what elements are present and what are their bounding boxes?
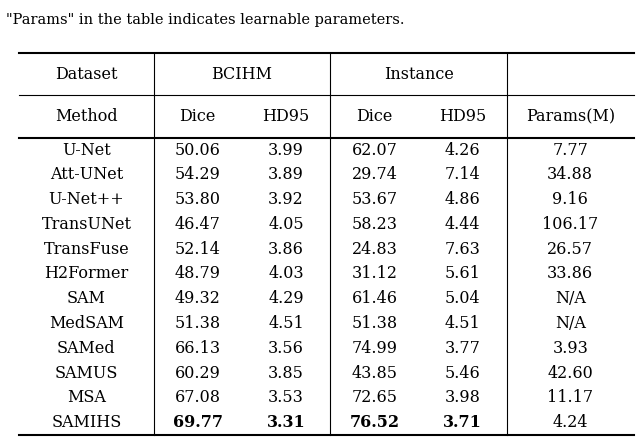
Text: Att-UNet: Att-UNet: [50, 166, 123, 183]
Text: Dice: Dice: [180, 108, 216, 125]
Text: Method: Method: [55, 108, 118, 125]
Text: 4.51: 4.51: [268, 315, 304, 332]
Text: "Params" in the table indicates learnable parameters.: "Params" in the table indicates learnabl…: [6, 13, 405, 28]
Text: TransFuse: TransFuse: [44, 241, 129, 258]
Text: 29.74: 29.74: [351, 166, 397, 183]
Text: 3.99: 3.99: [268, 142, 304, 159]
Text: 7.77: 7.77: [552, 142, 588, 159]
Text: N/A: N/A: [555, 315, 586, 332]
Text: 11.17: 11.17: [547, 389, 593, 406]
Text: 7.14: 7.14: [445, 166, 481, 183]
Text: 3.98: 3.98: [445, 389, 481, 406]
Text: 3.89: 3.89: [268, 166, 304, 183]
Text: 5.61: 5.61: [445, 266, 481, 282]
Text: 5.46: 5.46: [445, 365, 481, 382]
Text: BCIHM: BCIHM: [211, 66, 273, 83]
Text: 26.57: 26.57: [547, 241, 593, 258]
Text: 24.83: 24.83: [351, 241, 397, 258]
Text: 106.17: 106.17: [542, 216, 598, 233]
Text: N/A: N/A: [555, 290, 586, 307]
Text: 3.71: 3.71: [444, 414, 482, 431]
Text: 61.46: 61.46: [351, 290, 397, 307]
Text: 66.13: 66.13: [175, 340, 221, 357]
Text: MedSAM: MedSAM: [49, 315, 124, 332]
Text: SAMIHS: SAMIHS: [51, 414, 122, 431]
Text: 3.31: 3.31: [267, 414, 305, 431]
Text: 69.77: 69.77: [173, 414, 223, 431]
Text: 4.26: 4.26: [445, 142, 481, 159]
Text: 4.44: 4.44: [445, 216, 481, 233]
Text: Instance: Instance: [383, 66, 454, 83]
Text: 58.23: 58.23: [351, 216, 397, 233]
Text: SAMUS: SAMUS: [54, 365, 118, 382]
Text: Dataset: Dataset: [55, 66, 118, 83]
Text: 4.03: 4.03: [268, 266, 304, 282]
Text: U-Net++: U-Net++: [49, 191, 124, 208]
Text: 3.86: 3.86: [268, 241, 304, 258]
Text: 54.29: 54.29: [175, 166, 221, 183]
Text: 5.04: 5.04: [445, 290, 481, 307]
Text: U-Net: U-Net: [62, 142, 111, 159]
Text: 4.05: 4.05: [268, 216, 304, 233]
Text: 51.38: 51.38: [175, 315, 221, 332]
Text: 34.88: 34.88: [547, 166, 593, 183]
Text: 4.24: 4.24: [552, 414, 588, 431]
Text: 3.77: 3.77: [445, 340, 481, 357]
Text: 4.51: 4.51: [445, 315, 481, 332]
Text: MSA: MSA: [67, 389, 106, 406]
Text: 3.85: 3.85: [268, 365, 304, 382]
Text: 3.92: 3.92: [268, 191, 304, 208]
Text: SAM: SAM: [67, 290, 106, 307]
Text: SAMed: SAMed: [57, 340, 116, 357]
Text: 4.86: 4.86: [445, 191, 481, 208]
Text: 42.60: 42.60: [547, 365, 593, 382]
Text: 3.53: 3.53: [268, 389, 304, 406]
Text: 46.47: 46.47: [175, 216, 221, 233]
Text: 4.29: 4.29: [268, 290, 304, 307]
Text: 3.93: 3.93: [552, 340, 588, 357]
Text: TransUNet: TransUNet: [42, 216, 131, 233]
Text: 51.38: 51.38: [351, 315, 397, 332]
Text: HD95: HD95: [262, 108, 310, 125]
Text: H2Former: H2Former: [44, 266, 129, 282]
Text: 76.52: 76.52: [349, 414, 399, 431]
Text: 50.06: 50.06: [175, 142, 221, 159]
Text: 49.32: 49.32: [175, 290, 221, 307]
Text: Dice: Dice: [356, 108, 392, 125]
Text: 33.86: 33.86: [547, 266, 593, 282]
Text: 72.65: 72.65: [351, 389, 397, 406]
Text: 53.67: 53.67: [351, 191, 397, 208]
Text: 74.99: 74.99: [351, 340, 397, 357]
Text: 48.79: 48.79: [175, 266, 221, 282]
Text: 43.85: 43.85: [351, 365, 397, 382]
Text: 7.63: 7.63: [445, 241, 481, 258]
Text: 9.16: 9.16: [552, 191, 588, 208]
Text: 52.14: 52.14: [175, 241, 221, 258]
Text: 31.12: 31.12: [351, 266, 397, 282]
Text: 53.80: 53.80: [175, 191, 221, 208]
Text: 60.29: 60.29: [175, 365, 221, 382]
Text: 67.08: 67.08: [175, 389, 221, 406]
Text: 3.56: 3.56: [268, 340, 304, 357]
Text: HD95: HD95: [439, 108, 486, 125]
Text: 62.07: 62.07: [351, 142, 397, 159]
Text: Params(M): Params(M): [525, 108, 615, 125]
